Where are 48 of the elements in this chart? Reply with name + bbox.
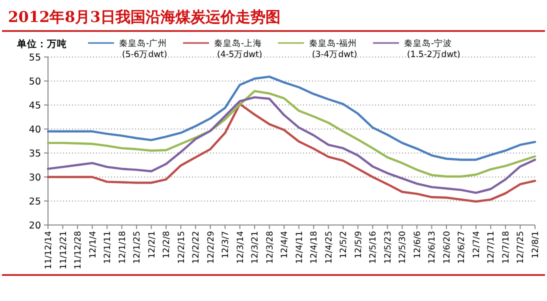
x-tick-label: 11/12/21 (58, 231, 69, 270)
x-tick-label: 12/6/13 (428, 231, 438, 264)
x-tick-label: 12/2/8 (162, 231, 172, 258)
y-tick-label: 40 (28, 124, 41, 136)
x-tick-label: 12/4/25 (324, 231, 334, 264)
x-tick-label: 11/12/14 (44, 231, 54, 270)
y-tick-label: 35 (28, 148, 41, 160)
x-tick-label: 11/12/28 (74, 231, 84, 270)
x-tick-label: 12/7/25 (516, 231, 526, 264)
x-tick-label: 12/1/11 (103, 231, 114, 264)
y-axis-title: 单位：万吨 (16, 38, 67, 50)
x-tick-label: 12/5/2 (339, 231, 350, 258)
x-tick-label: 12/3/28 (265, 231, 276, 264)
x-tick-label: 12/7/4 (472, 231, 482, 258)
x-tick-label: 12/5/9 (354, 231, 364, 258)
y-tick-label: 25 (28, 196, 41, 208)
x-tick-label: 12/3/14 (236, 231, 246, 264)
x-tick-label: 12/1/25 (132, 231, 143, 264)
x-tick-label: 12/6/6 (412, 231, 423, 258)
x-tick-label: 12/8/1 (531, 231, 541, 258)
x-tick-label: 12/5/30 (398, 231, 408, 264)
legend-label: 秦皇岛-福州 (3-4万dwt) (309, 38, 358, 60)
x-tick-label: 12/5/16 (368, 231, 379, 264)
y-tick-label: 55 (28, 52, 41, 64)
x-tick-label: 12/1/4 (88, 231, 98, 258)
x-tick-label: 12/4/11 (294, 231, 305, 264)
x-tick-label: 12/7/18 (501, 231, 512, 264)
legend-label: 秦皇岛-上海 (4-5万dwt) (214, 38, 262, 60)
x-tick-label: 12/3/21 (250, 231, 261, 264)
x-tick-label: 12/3/7 (221, 231, 232, 258)
y-tick-label: 45 (28, 100, 41, 112)
x-tick-label: 12/2/22 (192, 231, 202, 264)
x-tick-label: 12/4/4 (280, 231, 290, 258)
chart-title: 2012年8月3日我国沿海煤炭运价走势图 (8, 8, 281, 26)
x-tick-label: 12/7/11 (486, 231, 497, 264)
legend-label: 秦皇岛-宁波 (1.5-2万dwt) (404, 38, 460, 60)
y-tick-label: 20 (28, 220, 41, 232)
x-tick-label: 12/2/15 (176, 231, 187, 264)
x-tick-label: 12/6/20 (442, 231, 452, 264)
y-tick-label: 50 (28, 76, 41, 88)
x-tick-label: 12/2/29 (206, 231, 216, 264)
legend-label: 秦皇岛-广州 (5-6万dwt) (119, 38, 168, 60)
x-tick-label: 12/6/27 (457, 231, 468, 264)
y-tick-label: 30 (28, 172, 41, 184)
x-tick-label: 12/2/1 (147, 231, 158, 258)
x-tick-label: 12/5/23 (383, 231, 394, 264)
x-tick-label: 12/1/18 (118, 231, 128, 264)
x-tick-label: 12/4/18 (310, 231, 320, 264)
